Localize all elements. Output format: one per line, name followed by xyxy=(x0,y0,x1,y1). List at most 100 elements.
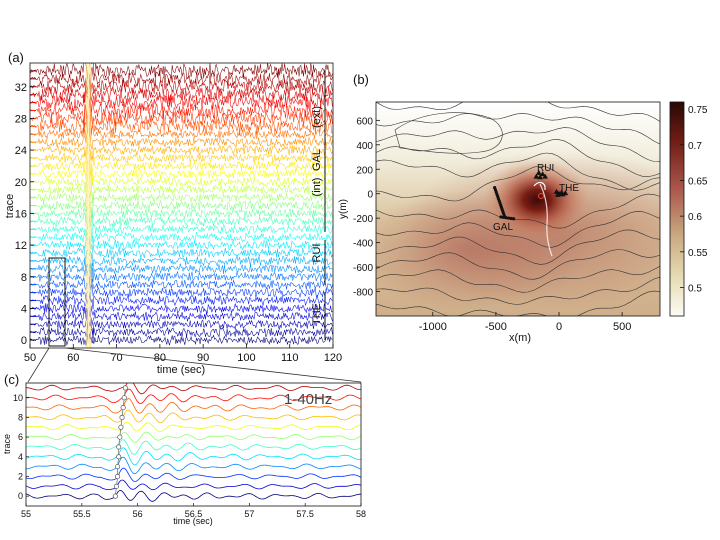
rui-annotation: RUI xyxy=(311,244,323,263)
seismic-trace xyxy=(30,144,333,161)
y-tick-label: 8 xyxy=(21,272,27,284)
y-tick-label: 12 xyxy=(15,240,27,252)
station-rui-marker xyxy=(539,171,546,177)
zoom-box xyxy=(48,257,66,347)
panel-c-label: (c) xyxy=(4,372,19,387)
x-tick-label: -1000 xyxy=(419,321,447,333)
contour-line xyxy=(376,127,660,163)
colorbar-tick-label: 0.65 xyxy=(688,176,708,187)
panel-a-ylabel: trace xyxy=(4,194,16,218)
seismic-trace xyxy=(30,78,333,102)
pick-marker xyxy=(120,405,126,411)
seismic-trace xyxy=(30,194,333,215)
y-tick-label: 4 xyxy=(18,452,23,462)
panel-a-seismograms: 50 60 70 80 90 100 110 120 0 4 8 12 16 20 24 28 32 time … xyxy=(4,62,342,376)
x-tick-label: 55.5 xyxy=(73,509,91,519)
seismic-trace xyxy=(30,229,333,245)
y-tick-label: 0 xyxy=(21,335,27,347)
x-tick-label: 57 xyxy=(244,509,254,519)
contour-line xyxy=(376,276,660,305)
contour-line xyxy=(376,113,660,145)
pick-marker xyxy=(121,395,127,401)
int-annotation: (int) xyxy=(311,178,323,197)
pick-marker xyxy=(112,493,118,499)
panel-a-frame xyxy=(29,62,334,349)
panel-a-label: (a) xyxy=(8,50,24,65)
contour-line xyxy=(376,193,660,229)
contour-line xyxy=(376,152,660,191)
y-tick-label: 6 xyxy=(18,432,23,442)
y-tick-label: 8 xyxy=(18,412,23,422)
contour-line xyxy=(376,211,660,248)
x-tick-label: 55 xyxy=(21,509,31,519)
y-tick-label: 28 xyxy=(15,113,27,125)
y-tick-label: 0 xyxy=(367,190,373,201)
seismic-trace xyxy=(30,89,333,113)
x-tick-label: 120 xyxy=(324,352,342,364)
station-rui-marker xyxy=(537,174,543,180)
x-tick-label: 58 xyxy=(356,509,366,519)
y-tick-label: 0 xyxy=(18,491,23,501)
station-label-gal: GAL xyxy=(493,222,513,233)
seismic-trace xyxy=(30,160,333,176)
zoom-trace xyxy=(26,447,361,466)
seismic-trace xyxy=(30,244,333,259)
gal-annotation: GAL xyxy=(311,149,323,171)
y-tick-label: -200 xyxy=(353,214,373,225)
pick-marker xyxy=(116,444,122,450)
x-tick-label: 56.5 xyxy=(185,509,203,519)
x-tick-label: 70 xyxy=(110,352,122,364)
y-tick-label: 32 xyxy=(15,82,27,94)
contour-line xyxy=(376,265,660,293)
seismic-trace xyxy=(30,207,333,222)
y-tick-label: -600 xyxy=(353,263,373,274)
station-rui-marker xyxy=(536,169,542,175)
seismic-trace xyxy=(30,191,333,208)
zoom-trace xyxy=(26,456,361,475)
zoom-trace xyxy=(26,388,361,404)
seismic-trace xyxy=(30,172,333,194)
seismic-trace xyxy=(30,134,333,150)
station-gal-marker xyxy=(504,216,508,220)
seismic-trace xyxy=(30,268,333,283)
contour-line xyxy=(376,229,660,265)
seismic-trace xyxy=(30,259,333,277)
pick-marker xyxy=(118,424,124,430)
seismic-trace xyxy=(30,275,333,293)
panel-c-xlabel: time (sec) xyxy=(173,516,213,526)
seismic-trace xyxy=(30,217,333,238)
colorbar-tick-label: 0.6 xyxy=(688,212,702,223)
seismic-trace xyxy=(30,317,333,335)
panel-b-map: -1000 -500 0 5006004002000-200-400-600-800 … xyxy=(338,101,708,344)
seismic-trace xyxy=(30,321,333,343)
station-label-rui: RUI xyxy=(537,163,554,174)
zoom-trace xyxy=(26,409,361,423)
filter-label: 1-40Hz xyxy=(284,391,332,408)
seismic-trace xyxy=(30,99,333,125)
station-label-the: THE xyxy=(559,183,579,194)
zoom-trace xyxy=(26,467,361,482)
pick-marker xyxy=(122,385,128,391)
x-tick-label: 80 xyxy=(154,352,166,364)
x-tick-label: 56 xyxy=(133,509,143,519)
y-tick-label: 4 xyxy=(21,303,27,315)
station-rui-marker xyxy=(542,173,548,179)
y-tick-label: 400 xyxy=(356,141,373,152)
seismic-trace xyxy=(30,302,333,320)
station-gal-marker xyxy=(501,215,506,219)
station-gal-marker xyxy=(511,217,516,221)
x-tick-label: 90 xyxy=(197,352,209,364)
pick-marker xyxy=(115,464,121,470)
pick-marker xyxy=(116,454,122,460)
contour-line xyxy=(376,139,660,178)
x-tick-label: 0 xyxy=(556,321,562,333)
seismic-trace xyxy=(30,333,333,347)
station-the-marker xyxy=(554,191,561,197)
arrival-core xyxy=(87,63,90,348)
station-the-marker xyxy=(562,190,569,196)
x-tick-label: 100 xyxy=(237,352,255,364)
zoom-connector-right xyxy=(64,347,362,383)
ext-annotation: (ext) xyxy=(311,106,323,128)
seismic-trace xyxy=(30,104,333,135)
